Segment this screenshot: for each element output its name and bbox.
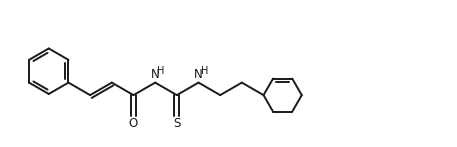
Text: S: S [173,117,181,130]
Text: N: N [194,68,203,81]
Text: O: O [129,117,138,130]
Text: H: H [157,66,165,76]
Text: H: H [201,66,208,76]
Text: N: N [151,68,159,81]
